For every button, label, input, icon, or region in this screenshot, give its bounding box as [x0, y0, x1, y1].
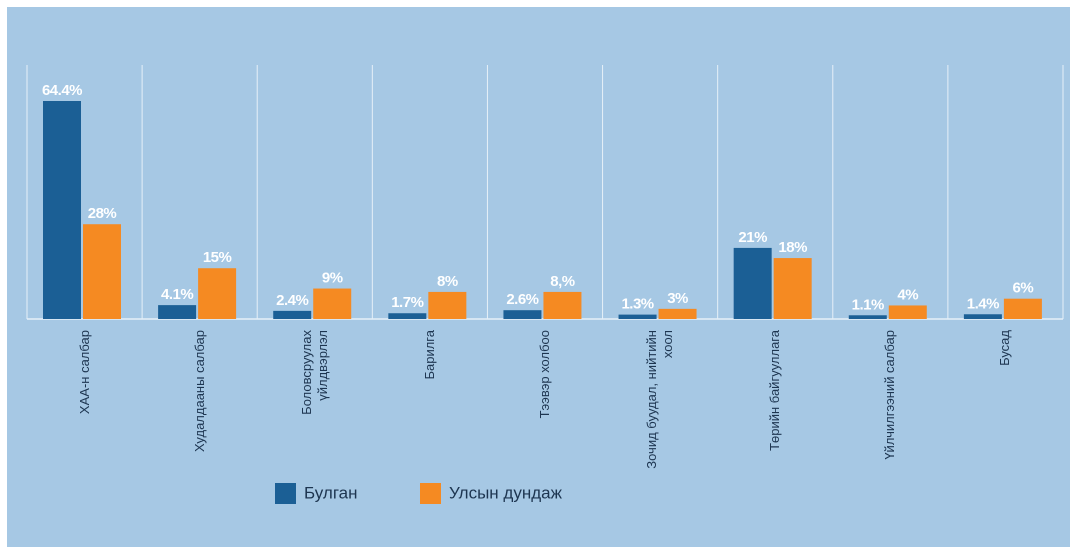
- bar: [198, 268, 237, 319]
- bar: [83, 224, 121, 319]
- value-label: 28%: [88, 205, 117, 222]
- bar: [158, 305, 197, 319]
- legend-swatch: [420, 483, 441, 504]
- value-label: 4%: [897, 286, 918, 303]
- value-label: 21%: [738, 229, 767, 246]
- value-label: 1.4%: [967, 295, 999, 312]
- value-label: 8,%: [550, 273, 575, 290]
- bar: [503, 310, 542, 319]
- bar: [733, 247, 772, 319]
- legend-swatch: [275, 483, 296, 504]
- x-tick-label: Худалдааны салбар: [191, 330, 207, 452]
- bar: [388, 313, 427, 319]
- value-label: 3%: [667, 290, 688, 307]
- legend-label: Булган: [304, 483, 358, 502]
- bar: [1003, 298, 1042, 319]
- value-label: 2.4%: [276, 292, 308, 309]
- value-label: 15%: [203, 249, 232, 266]
- x-tick-label: Зочид буудал, нийтийн хоол: [644, 330, 676, 469]
- x-tick-label: Барилга: [421, 330, 437, 380]
- value-label: 18%: [778, 239, 807, 256]
- value-label: 64.4%: [42, 82, 82, 99]
- bar: [658, 308, 697, 319]
- bar: [848, 315, 887, 319]
- value-label: 1.1%: [852, 296, 884, 313]
- bar: [428, 291, 467, 319]
- x-tick-label: ХАА-н салбар: [76, 330, 92, 415]
- x-tick-label: Боловсруулах үйлдвэрлэл: [298, 330, 330, 415]
- value-label: 1.3%: [621, 296, 653, 313]
- bar: [618, 314, 657, 319]
- x-tick-label: Тээвэр холбоо: [537, 330, 552, 419]
- bar: [963, 314, 1002, 319]
- value-label: 8%: [437, 273, 458, 290]
- bar: [273, 310, 312, 319]
- bar: [888, 305, 927, 319]
- value-label: 6%: [1013, 280, 1034, 297]
- value-label: 1.7%: [391, 294, 423, 311]
- legend-label: Улсын дундаж: [449, 483, 563, 502]
- value-label: 2.6%: [506, 291, 538, 308]
- background: [7, 7, 1070, 547]
- value-label: 9%: [322, 270, 343, 287]
- bar: [773, 258, 812, 319]
- x-tick-label: Бусад: [997, 330, 1013, 366]
- bar: [43, 101, 81, 319]
- bar: [313, 288, 352, 319]
- value-label: 4.1%: [161, 286, 193, 303]
- bar: [543, 291, 582, 319]
- x-tick-label: Үйлчилгээний салбар: [882, 330, 898, 460]
- x-tick-label: Төрийн байгууллага: [767, 330, 783, 451]
